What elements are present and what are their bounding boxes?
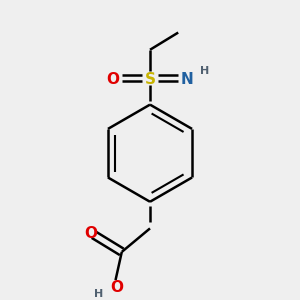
Text: O: O <box>106 72 119 87</box>
Text: O: O <box>85 226 98 241</box>
Text: N: N <box>180 72 193 87</box>
Text: O: O <box>111 280 124 295</box>
Text: H: H <box>94 289 103 298</box>
Text: S: S <box>145 72 155 87</box>
Text: H: H <box>200 66 209 76</box>
